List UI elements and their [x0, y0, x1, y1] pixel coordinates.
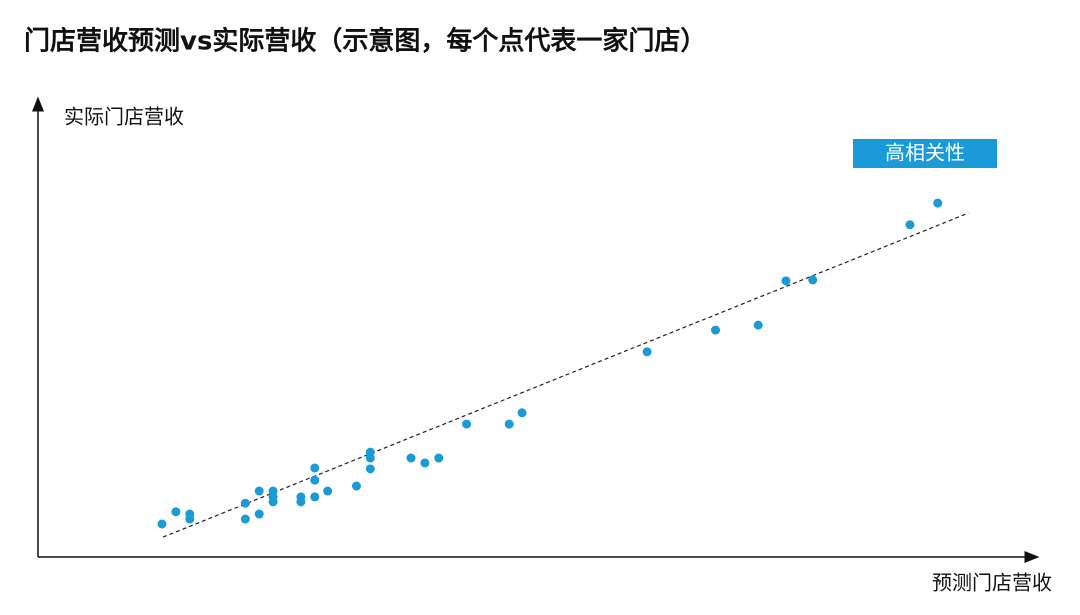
point [420, 458, 430, 468]
x-axis-label: 预测门店营收 [932, 571, 1052, 595]
point [933, 198, 943, 208]
point [753, 320, 763, 330]
point [310, 463, 320, 473]
point [365, 464, 375, 474]
point [905, 220, 915, 230]
point [781, 276, 791, 286]
point [171, 507, 181, 517]
annotation-box [853, 139, 997, 168]
point [351, 481, 361, 491]
point [517, 408, 527, 418]
point [254, 486, 264, 496]
point [157, 519, 167, 529]
point [240, 514, 250, 524]
point [642, 347, 652, 357]
point [808, 275, 818, 285]
point [254, 509, 264, 519]
point [406, 453, 416, 463]
point [240, 498, 250, 508]
point [268, 497, 278, 507]
point [711, 325, 721, 335]
trendline [162, 212, 969, 538]
chart-title: 门店营收预测vs实际营收（示意图，每个点代表一家门店） [24, 26, 706, 57]
point [310, 492, 320, 502]
point [296, 497, 306, 507]
point [462, 419, 472, 429]
point [323, 486, 333, 496]
point [434, 453, 444, 463]
annotation: 高相关性 [885, 141, 965, 165]
point [185, 514, 195, 524]
point [310, 475, 320, 485]
y-axis-label: 实际门店营收 [64, 105, 184, 129]
point [504, 419, 514, 429]
point [365, 453, 375, 463]
